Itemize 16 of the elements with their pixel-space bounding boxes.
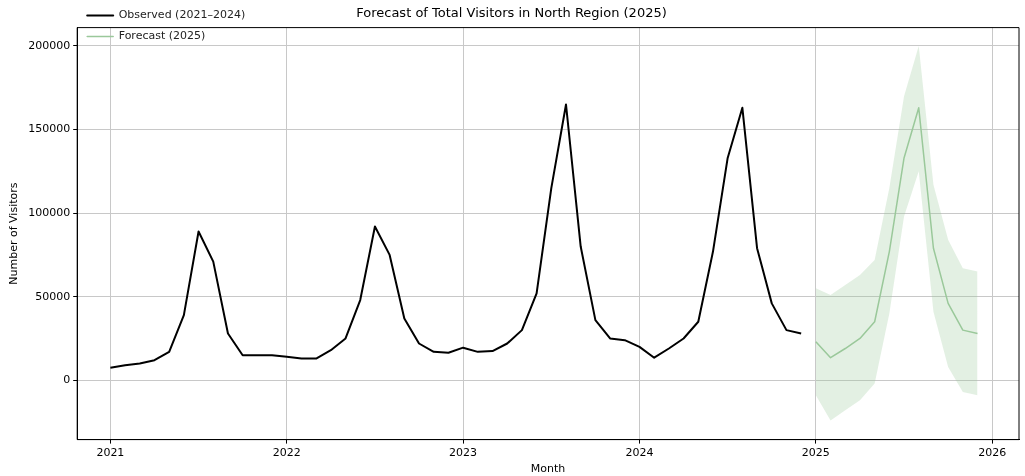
- x-tick-label: 2021: [96, 446, 125, 460]
- y-tick-label: 100000: [28, 205, 71, 219]
- x-tick-label: 2025: [801, 446, 830, 460]
- x-tick-label: 2024: [625, 446, 654, 460]
- y-axis-title: Number of Visitors: [7, 182, 21, 285]
- y-tick-label: 150000: [28, 122, 71, 136]
- x-tick-label: 2023: [449, 446, 478, 460]
- x-axis-title: Month: [530, 462, 566, 476]
- legend-label: Observed (2021–2024): [118, 8, 246, 22]
- x-tick-label: 2026: [978, 446, 1007, 460]
- x-tick-label: 2022: [272, 446, 301, 460]
- y-tick-label: 0: [63, 373, 71, 387]
- y-tick-label: 200000: [28, 38, 71, 52]
- y-tick-label: 50000: [35, 289, 71, 303]
- chart-title: Forecast of Total Visitors in North Region (2025): [356, 5, 667, 21]
- legend-label: Forecast (2025): [118, 29, 206, 43]
